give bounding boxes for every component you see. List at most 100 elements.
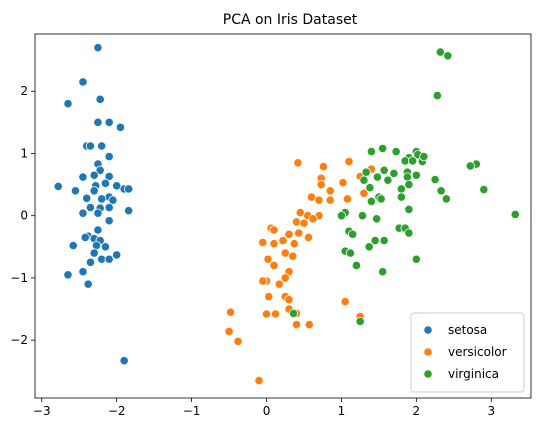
point-versicolor-1 xyxy=(318,161,329,172)
point-versicolor-25 xyxy=(278,235,288,246)
point-setosa-18 xyxy=(100,178,111,188)
point-versicolor-32 xyxy=(288,251,298,261)
point-setosa-22 xyxy=(70,186,81,196)
y-tick-label: 0 xyxy=(20,209,28,223)
x-tick-label: 1 xyxy=(338,404,346,418)
legend: setosa versicolor virginica xyxy=(410,312,525,393)
point-virginica-29 xyxy=(479,184,489,195)
point-versicolor-11 xyxy=(314,195,324,205)
point-setosa-14 xyxy=(78,172,88,182)
point-versicolor-34 xyxy=(280,273,290,283)
point-versicolor-31 xyxy=(269,260,279,271)
point-setosa-31 xyxy=(124,206,134,216)
point-setosa-9 xyxy=(97,141,107,151)
x-axis: −3 −2 −1 0 1 2 3 xyxy=(33,398,495,418)
point-virginica-31 xyxy=(376,194,386,204)
point-virginica-16 xyxy=(379,165,389,175)
point-virginica-10 xyxy=(408,156,418,166)
point-virginica-22 xyxy=(402,172,412,182)
x-tick-label: −3 xyxy=(33,404,51,418)
point-virginica-47 xyxy=(364,242,374,252)
y-axis: −2 −1 0 1 2 xyxy=(10,84,35,347)
y-tick-label: 2 xyxy=(20,84,28,98)
point-setosa-49 xyxy=(78,267,88,277)
point-virginica-45 xyxy=(404,228,414,238)
point-virginica-51 xyxy=(411,254,421,264)
legend-marker-setosa xyxy=(423,325,433,335)
legend-label-setosa: setosa xyxy=(448,323,487,337)
point-virginica-52 xyxy=(378,267,388,277)
point-virginica-24 xyxy=(365,183,375,193)
point-virginica-12 xyxy=(419,151,429,162)
point-virginica-19 xyxy=(411,170,421,180)
x-tick-label: 3 xyxy=(487,404,495,418)
point-virginica-26 xyxy=(404,179,414,190)
point-virginica-49 xyxy=(345,248,356,258)
point-setosa-33 xyxy=(93,208,103,218)
point-setosa-28 xyxy=(85,203,96,213)
point-setosa-2 xyxy=(63,99,73,109)
point-versicolor-21 xyxy=(299,218,309,228)
legend-label-versicolor: versicolor xyxy=(448,345,507,359)
point-versicolor-49 xyxy=(225,307,236,317)
point-setosa-42 xyxy=(100,242,111,252)
series-setosa xyxy=(53,43,134,366)
point-setosa-32 xyxy=(78,208,88,218)
point-virginica-38 xyxy=(357,211,368,221)
y-tick-label: −1 xyxy=(10,271,28,285)
point-virginica-27 xyxy=(396,184,406,194)
point-versicolor-30 xyxy=(263,254,273,264)
y-tick-label: −2 xyxy=(10,333,28,347)
point-setosa-40 xyxy=(68,240,78,251)
point-setosa-35 xyxy=(93,225,103,235)
point-versicolor-50 xyxy=(224,326,234,337)
point-setosa-0 xyxy=(93,43,103,53)
point-virginica-5 xyxy=(391,147,401,157)
series-versicolor xyxy=(224,156,377,386)
point-virginica-50 xyxy=(351,260,362,271)
point-versicolor-26 xyxy=(289,239,299,249)
point-virginica-17 xyxy=(389,168,399,178)
legend-marker-virginica xyxy=(423,369,433,379)
point-virginica-2 xyxy=(432,91,442,101)
plot-marks xyxy=(53,43,520,386)
point-versicolor-8 xyxy=(325,186,335,196)
point-versicolor-22 xyxy=(284,229,294,239)
point-virginica-34 xyxy=(366,196,377,206)
point-virginica-46 xyxy=(379,235,389,246)
point-virginica-39 xyxy=(372,214,382,224)
legend-marker-versicolor xyxy=(423,347,433,357)
point-virginica-20 xyxy=(372,172,382,182)
point-virginica-41 xyxy=(348,229,358,239)
point-versicolor-52 xyxy=(254,375,264,386)
point-versicolor-6 xyxy=(316,179,326,190)
point-versicolor-47 xyxy=(304,319,314,330)
point-versicolor-0 xyxy=(293,158,303,168)
point-virginica-23 xyxy=(359,175,369,185)
point-setosa-10 xyxy=(104,151,114,162)
point-setosa-43 xyxy=(112,250,122,260)
point-setosa-27 xyxy=(108,195,118,205)
point-setosa-30 xyxy=(104,203,114,213)
point-versicolor-28 xyxy=(269,239,279,249)
point-setosa-3 xyxy=(95,94,105,104)
y-tick-label: 1 xyxy=(20,146,28,160)
point-virginica-14 xyxy=(465,161,475,171)
point-versicolor-35 xyxy=(274,279,284,289)
point-virginica-4 xyxy=(366,147,377,157)
point-versicolor-43 xyxy=(261,309,272,319)
x-tick-label: 2 xyxy=(413,404,421,418)
point-versicolor-38 xyxy=(264,291,274,302)
point-virginica-54 xyxy=(355,316,365,327)
point-versicolor-7 xyxy=(338,178,348,188)
point-virginica-35 xyxy=(404,204,414,215)
point-virginica-42 xyxy=(370,235,380,246)
point-setosa-16 xyxy=(53,181,63,192)
point-versicolor-37 xyxy=(258,276,268,286)
point-virginica-28 xyxy=(436,186,446,196)
point-setosa-6 xyxy=(115,122,126,132)
point-versicolor-44 xyxy=(270,309,281,319)
point-setosa-23 xyxy=(89,186,99,196)
point-virginica-55 xyxy=(510,209,520,220)
